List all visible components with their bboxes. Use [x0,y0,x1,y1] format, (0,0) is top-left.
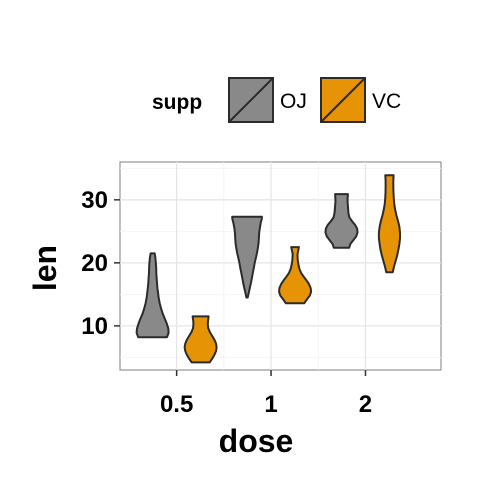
y-tick-label: 30 [81,187,108,214]
violin-oj-2 [324,193,359,249]
violin-vc-0_5 [183,315,218,364]
violin-vc-1 [278,246,313,305]
y-tick-label: 10 [81,313,108,340]
y-axis-ticks: 10 20 30 [81,187,120,340]
x-tick-label: 1 [264,391,277,418]
violin-oj-1 [231,215,263,299]
legend-label-vc: VC [372,90,401,113]
violins [135,174,401,364]
x-axis-ticks: 0.5 1 2 [160,370,372,418]
legend-title: supp [152,91,202,114]
x-tick-label: 2 [359,391,372,418]
violin-vc-2 [377,174,401,274]
legend-label-oj: OJ [280,90,307,113]
x-tick-label: 0.5 [160,391,193,418]
y-axis-title: len [27,245,63,291]
x-axis-title: dose [219,423,294,459]
y-tick-label: 20 [81,250,108,277]
violin-oj-0_5 [135,252,170,339]
legend-key-slash [228,77,274,123]
legend-key-slash [320,77,366,123]
legend-keys: OJ VC [228,77,401,123]
legend: supp OJ VC [152,77,401,123]
